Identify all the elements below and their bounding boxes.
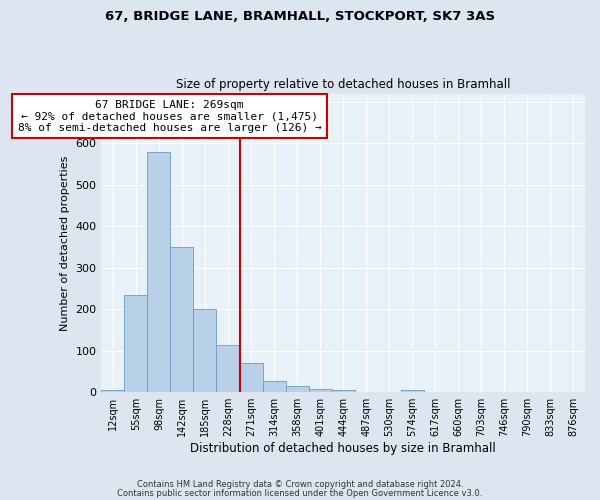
Bar [263, 381, 286, 392]
Bar [124, 294, 148, 392]
Bar [308, 389, 332, 392]
Bar [401, 390, 424, 392]
Bar [239, 363, 263, 392]
Bar [193, 309, 217, 392]
Text: Contains public sector information licensed under the Open Government Licence v3: Contains public sector information licen… [118, 488, 482, 498]
Y-axis label: Number of detached properties: Number of detached properties [60, 155, 70, 330]
Text: Contains HM Land Registry data © Crown copyright and database right 2024.: Contains HM Land Registry data © Crown c… [137, 480, 463, 489]
Bar [148, 152, 170, 392]
Title: Size of property relative to detached houses in Bramhall: Size of property relative to detached ho… [176, 78, 511, 91]
Text: 67 BRIDGE LANE: 269sqm
← 92% of detached houses are smaller (1,475)
8% of semi-d: 67 BRIDGE LANE: 269sqm ← 92% of detached… [17, 100, 322, 132]
Bar [217, 344, 239, 392]
Bar [101, 390, 124, 392]
Text: 67, BRIDGE LANE, BRAMHALL, STOCKPORT, SK7 3AS: 67, BRIDGE LANE, BRAMHALL, STOCKPORT, SK… [105, 10, 495, 23]
X-axis label: Distribution of detached houses by size in Bramhall: Distribution of detached houses by size … [190, 442, 496, 455]
Bar [286, 386, 308, 392]
Bar [332, 390, 355, 392]
Bar [170, 247, 193, 392]
